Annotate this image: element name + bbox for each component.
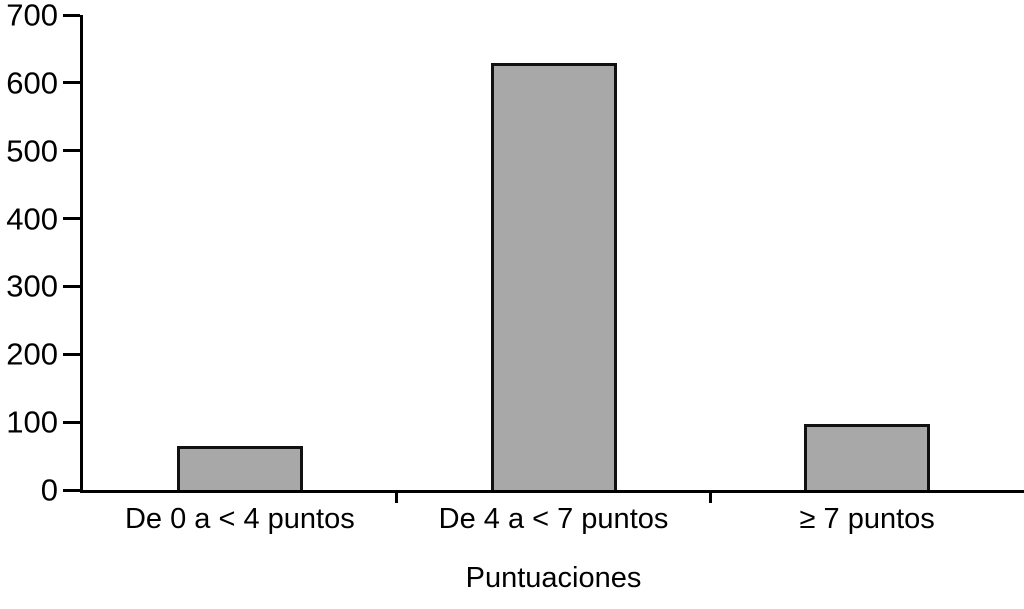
x-category-label: ≥ 7 puntos [799,503,935,535]
y-tick-mark [63,13,80,17]
y-tick-label: 700 [6,0,58,33]
y-tick-label: 300 [6,268,58,304]
x-tick-mark [395,490,399,503]
y-tick-label: 0 [40,472,58,508]
plot-area [80,15,1024,493]
x-axis-title: Puntuaciones [465,562,642,594]
y-tick-label: 100 [6,404,58,440]
bar-3 [804,424,931,490]
y-tick-mark [63,81,80,85]
x-category-label: De 4 a < 7 puntos [438,503,669,535]
bar-1 [176,445,303,490]
y-tick-label: 200 [6,336,58,372]
y-tick-label: 500 [6,133,58,169]
y-tick-mark [63,352,80,356]
x-tick-mark [708,490,712,503]
y-tick-mark [63,284,80,288]
y-tick-mark [63,488,80,492]
y-tick-mark [63,149,80,153]
y-tick-mark [63,420,80,424]
y-tick-label: 600 [6,65,58,101]
y-tick-mark [63,217,80,221]
x-category-label: De 0 a < 4 puntos [124,503,355,535]
y-tick-label: 400 [6,201,58,237]
bar-2 [490,62,617,490]
